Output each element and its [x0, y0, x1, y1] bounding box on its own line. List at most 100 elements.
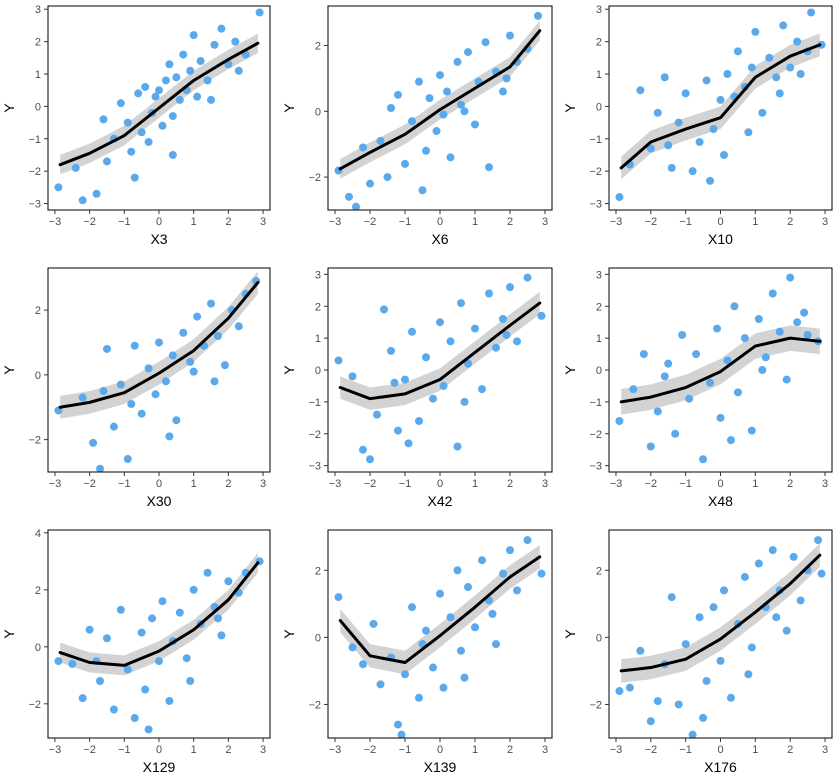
data-point: [471, 623, 479, 632]
data-point: [667, 163, 676, 172]
confidence-band: [60, 33, 258, 175]
x-tick-label: 0: [717, 216, 723, 228]
data-point: [692, 350, 701, 359]
data-point: [702, 676, 711, 685]
data-point: [189, 585, 198, 594]
data-point: [234, 66, 243, 75]
data-point: [123, 455, 132, 464]
y-axis-title: Y: [281, 103, 297, 113]
x-tick-label: 1: [472, 216, 478, 228]
data-point: [203, 568, 212, 577]
x-tick-label: −2: [645, 216, 658, 228]
data-point: [761, 353, 770, 362]
data-point: [213, 332, 222, 340]
x-tick-label: −1: [118, 478, 131, 490]
data-point: [207, 95, 216, 104]
data-point: [754, 559, 763, 568]
data-point: [348, 372, 357, 381]
data-point: [401, 375, 409, 384]
x-tick-label: 0: [156, 744, 162, 756]
data-point: [772, 613, 781, 622]
y-tick-label: −3: [28, 199, 41, 211]
data-point: [695, 138, 704, 146]
y-tick-label: −1: [589, 397, 602, 409]
data-point: [678, 330, 687, 339]
y-axis-title: Y: [1, 103, 17, 113]
data-point: [394, 426, 402, 435]
data-point: [639, 350, 648, 359]
x-tick-label: −2: [645, 744, 658, 756]
data-point: [387, 346, 395, 355]
scatter-panel: −3 −2 −1 0 1 2 3 −3 −2 −1 0 1 2 3 X10 Y: [562, 4, 833, 247]
data-point: [478, 385, 486, 394]
data-point: [401, 159, 409, 168]
data-point: [646, 442, 655, 451]
data-point: [492, 640, 500, 649]
data-point: [168, 150, 177, 159]
plot-area: [334, 273, 546, 464]
data-point: [96, 677, 105, 686]
data-point: [210, 377, 219, 386]
data-point: [681, 640, 690, 649]
data-point: [89, 438, 98, 447]
data-point: [366, 179, 374, 188]
y-tick-label: −1: [308, 397, 321, 409]
data-point: [695, 613, 704, 622]
data-point: [376, 680, 385, 689]
y-tick-label: 2: [35, 305, 41, 317]
data-point: [793, 318, 802, 327]
x-tick-label: −3: [329, 216, 342, 228]
data-point: [506, 546, 514, 555]
data-point: [436, 318, 444, 327]
data-point: [148, 614, 157, 623]
data-point: [488, 609, 497, 618]
x-tick-label: 1: [472, 478, 478, 490]
smooth-line: [58, 281, 260, 409]
data-point: [464, 48, 472, 57]
data-point: [123, 665, 132, 674]
data-point: [255, 8, 264, 17]
data-point: [446, 613, 455, 622]
smooth-line: [338, 301, 542, 401]
data-point: [674, 700, 683, 709]
y-tick-label: 2: [596, 301, 602, 313]
data-point: [713, 324, 722, 333]
data-point: [782, 375, 791, 384]
x-tick-label: −1: [399, 478, 412, 490]
x-tick-label: 2: [225, 216, 231, 228]
data-point: [373, 410, 381, 419]
data-point: [793, 37, 802, 46]
data-point: [186, 677, 195, 686]
scatter-panel: −3 −2 −1 0 1 2 3 −2 0 2 X139 Y: [281, 529, 553, 775]
data-point: [383, 173, 392, 182]
data-point: [660, 372, 669, 381]
x-tick-label: 0: [437, 216, 443, 228]
data-point: [537, 311, 546, 320]
data-point: [523, 536, 532, 545]
data-point: [747, 63, 756, 72]
x-tick-label: 0: [717, 478, 723, 490]
x-tick-label: 1: [752, 744, 758, 756]
data-point: [220, 361, 229, 370]
data-point: [165, 696, 174, 705]
x-tick-label: 1: [191, 216, 197, 228]
data-point: [615, 417, 624, 425]
data-point: [422, 146, 430, 155]
data-point: [408, 327, 416, 336]
x-tick-label: 3: [542, 216, 548, 228]
x-tick-label: 3: [542, 744, 548, 756]
data-point: [155, 338, 163, 347]
y-tick-label: −2: [28, 166, 41, 178]
data-point: [102, 344, 111, 353]
data-point: [141, 685, 150, 694]
data-point: [506, 31, 514, 40]
x-tick-label: −2: [364, 478, 377, 490]
data-point: [397, 730, 406, 738]
data-point: [719, 586, 728, 595]
data-point: [688, 167, 697, 176]
data-point: [422, 353, 430, 362]
y-axis-title: Y: [1, 629, 17, 639]
plot-area: [334, 11, 542, 210]
data-point: [155, 86, 163, 95]
data-point: [96, 464, 105, 472]
